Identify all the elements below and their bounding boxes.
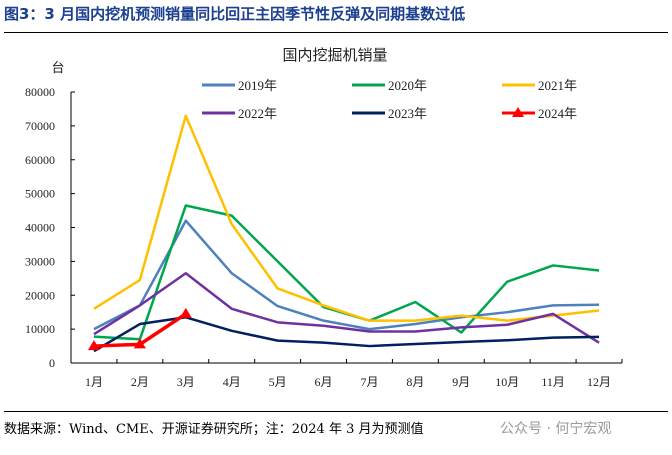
y-tick-label: 50000 (25, 187, 55, 201)
y-tick-label: 20000 (25, 288, 55, 302)
x-tick-label: 5月 (269, 375, 287, 389)
data-point-marker (179, 307, 192, 318)
x-tick-label: 6月 (315, 375, 333, 389)
legend-label: 2021年 (538, 78, 577, 93)
legend-label: 2024年 (538, 106, 577, 121)
x-tick-label: 8月 (406, 375, 424, 389)
y-tick-label: 60000 (25, 153, 55, 167)
legend-label: 2020年 (388, 78, 427, 93)
x-tick-label: 10月 (495, 375, 519, 389)
legend-marker (512, 107, 524, 117)
legend-label: 2019年 (238, 78, 277, 93)
y-tick-label: 30000 (25, 254, 55, 268)
data-point-marker (87, 340, 100, 351)
y-tick-label: 10000 (25, 322, 55, 336)
y-axis-unit: 台 (51, 60, 64, 75)
x-tick-label: 2月 (131, 375, 149, 389)
watermark: 公众号 · 何宁宏观 (500, 421, 612, 437)
series-line-2019年 (93, 219, 600, 331)
x-tick-label: 12月 (587, 375, 611, 389)
data-point-marker (133, 338, 146, 349)
x-tick-label: 3月 (177, 375, 195, 389)
figure-title: 图3：3 月国内挖机预测销量同比回正主因季节性反弹及同期基数过低 (4, 5, 466, 23)
bottom-rule (4, 411, 668, 412)
series-line-2021年 (93, 114, 600, 322)
x-tick-label: 11月 (541, 375, 565, 389)
source-note: 数据来源：Wind、CME、开源证券研究所；注：2024 年 3 月为预测值 (4, 422, 424, 437)
x-tick-label: 4月 (223, 375, 241, 389)
series-line-2022年 (93, 271, 600, 344)
chart-title: 国内挖掘机销量 (282, 47, 387, 64)
y-tick-label: 0 (49, 356, 55, 370)
x-tick-label: 1月 (85, 375, 103, 389)
legend-label: 2023年 (388, 106, 427, 121)
legend-label: 2022年 (238, 106, 277, 121)
y-tick-label: 70000 (25, 119, 55, 133)
y-tick-label: 80000 (25, 85, 55, 99)
y-tick-label: 40000 (25, 221, 55, 235)
x-tick-label: 9月 (452, 375, 470, 389)
top-rule (4, 32, 668, 33)
x-tick-label: 7月 (360, 375, 378, 389)
series-line-2023年 (93, 316, 600, 353)
